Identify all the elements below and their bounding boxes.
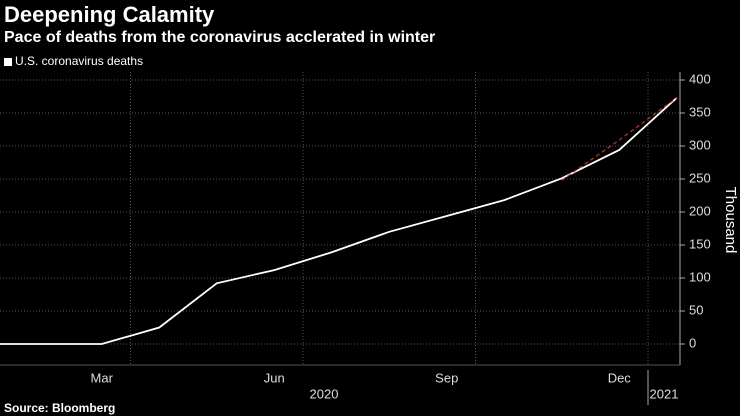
year-label: 2021 (650, 386, 679, 401)
y-tick-label: 150 (689, 236, 711, 251)
x-tick-label: Dec (608, 370, 632, 385)
source: Source: Bloomberg (4, 401, 115, 415)
y-axis-label: Thousand (722, 187, 739, 254)
y-tick-label: 400 (689, 71, 711, 86)
x-tick-label: Mar (91, 370, 114, 385)
chart-subtitle: Pace of deaths from the coronavirus accl… (4, 29, 435, 46)
y-tick-label: 300 (689, 137, 711, 152)
chart-title: Deepening Calamity (4, 2, 215, 27)
y-tick-label: 200 (689, 203, 711, 218)
year-label: 2020 (310, 386, 339, 401)
plot-area (0, 97, 678, 345)
y-tick-label: 350 (689, 104, 711, 119)
x-tick-label: Jun (264, 370, 285, 385)
y-tick-label: 100 (689, 269, 711, 284)
line (0, 97, 678, 345)
y-tick-label: 0 (689, 335, 696, 350)
x-tick-label: Sep (435, 370, 458, 385)
legend-swatch (4, 58, 12, 66)
line (561, 97, 678, 181)
legend-label: U.S. coronavirus deaths (15, 54, 143, 68)
y-tick-label: 50 (689, 302, 703, 317)
y-tick-label: 250 (689, 170, 711, 185)
